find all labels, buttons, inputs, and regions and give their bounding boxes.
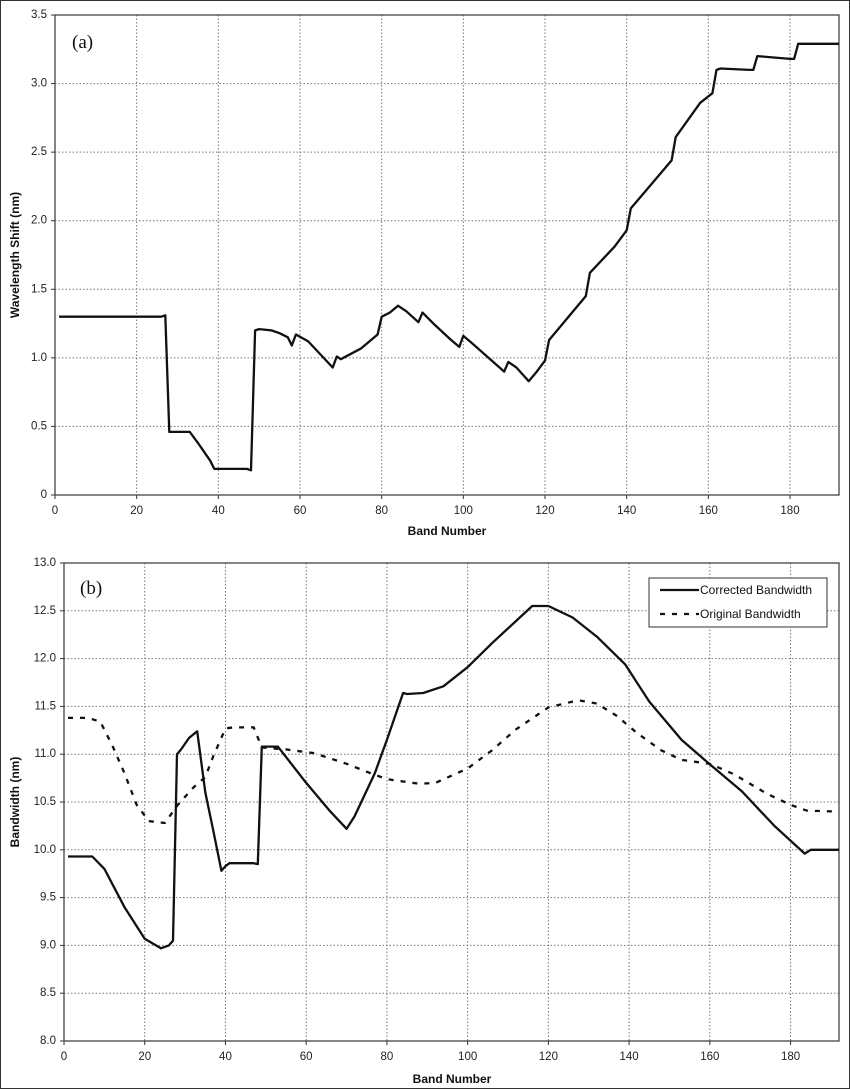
y-tick-label: 13.0 (34, 557, 56, 569)
x-tick-label: 120 (535, 505, 554, 517)
x-tick-label: 40 (219, 1051, 232, 1063)
x-tick-label: 20 (138, 1051, 151, 1063)
x-tick-label: 80 (381, 1051, 394, 1063)
x-tick-label: 160 (699, 505, 718, 517)
original-bandwidth-line (68, 699, 840, 825)
y-axis-label-a: Wavelength Shift (nm) (8, 192, 22, 318)
corrected-bandwidth-line (68, 604, 839, 950)
panel-label-a: (a) (72, 32, 93, 53)
x-tick-label: 100 (454, 505, 473, 517)
y-tick-label: 1.5 (31, 283, 47, 295)
y-tick-label: 10.0 (34, 844, 56, 856)
x-tick-label: 140 (617, 505, 636, 517)
y-tick-label: 2.5 (31, 146, 47, 158)
x-axis-label-b: Band Number (413, 1072, 492, 1086)
x-tick-label: 60 (294, 505, 307, 517)
y-tick-label: 1.0 (31, 352, 47, 364)
y-tick-label: 3.5 (31, 9, 47, 21)
y-tick-label: 0 (41, 489, 47, 501)
y-tick-label: 12.5 (34, 605, 56, 617)
x-tick-label: 180 (780, 505, 799, 517)
chart-b: 0 20 40 60 80 100 120 140 160 180 8.0 8.5 9.0 9.5 10.0… (8, 557, 840, 1086)
y-tick-label: 2.0 (31, 215, 47, 227)
x-tick-label: 80 (375, 505, 388, 517)
x-tick-label: 60 (300, 1051, 313, 1063)
series-0-line (59, 42, 839, 472)
legend-label-corrected: Corrected Bandwidth (700, 583, 812, 597)
panel-label-b: (b) (80, 578, 102, 599)
y-tick-label: 8.0 (40, 1035, 56, 1047)
y-tick-label: 12.0 (34, 653, 56, 665)
x-tick-label: 120 (539, 1051, 558, 1063)
legend-box (648, 577, 828, 628)
x-tick-label: 20 (130, 505, 143, 517)
y-axis-label-b: Bandwidth (nm) (8, 757, 22, 848)
x-tick-label: 100 (458, 1051, 477, 1063)
y-tick-label: 0.5 (31, 420, 47, 432)
x-tick-label: 40 (212, 505, 225, 517)
y-tick-label: 9.5 (40, 892, 56, 904)
y-tick-label: 9.0 (40, 939, 56, 951)
y-tick-label: 11.0 (34, 748, 56, 760)
y-tick-label: 8.5 (40, 987, 56, 999)
plot-area-frame (63, 562, 840, 1042)
plot-area-frame (54, 14, 840, 496)
legend: Corrected Bandwidth Original Bandwidth (648, 577, 828, 628)
y-tick-label: 3.0 (31, 78, 47, 90)
legend-label-original: Original Bandwidth (700, 607, 801, 621)
x-tick-label: 0 (61, 1051, 67, 1063)
x-axis-label-a: Band Number (408, 524, 487, 538)
x-tick-label: 180 (781, 1051, 800, 1063)
chart-a: 0 20 40 60 80 100 120 140 160 180 0 0.5 1.0 1.5 2.0 2.5… (8, 9, 840, 538)
y-tick-label: 10.5 (34, 796, 56, 808)
x-tick-label: 0 (52, 505, 58, 517)
x-tick-label: 140 (620, 1051, 639, 1063)
y-tick-label: 11.5 (34, 700, 56, 712)
x-tick-label: 160 (700, 1051, 719, 1063)
